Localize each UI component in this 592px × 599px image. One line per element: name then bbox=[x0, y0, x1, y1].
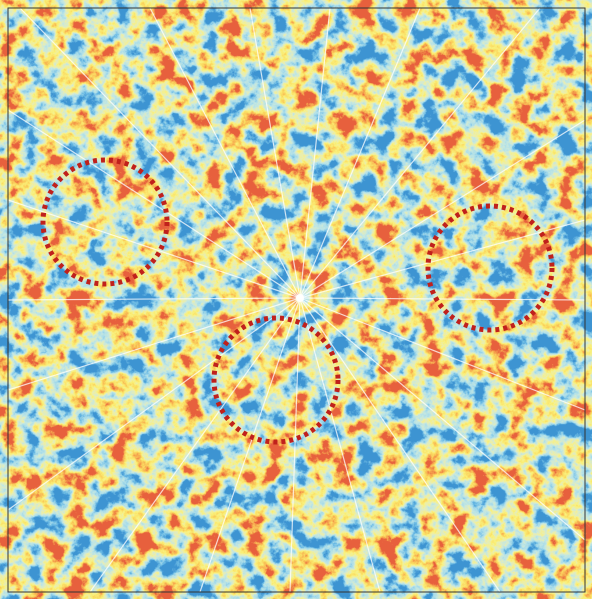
page: {} bbox=[0, 0, 592, 599]
center-point bbox=[296, 294, 304, 302]
noise-map bbox=[0, 0, 592, 599]
